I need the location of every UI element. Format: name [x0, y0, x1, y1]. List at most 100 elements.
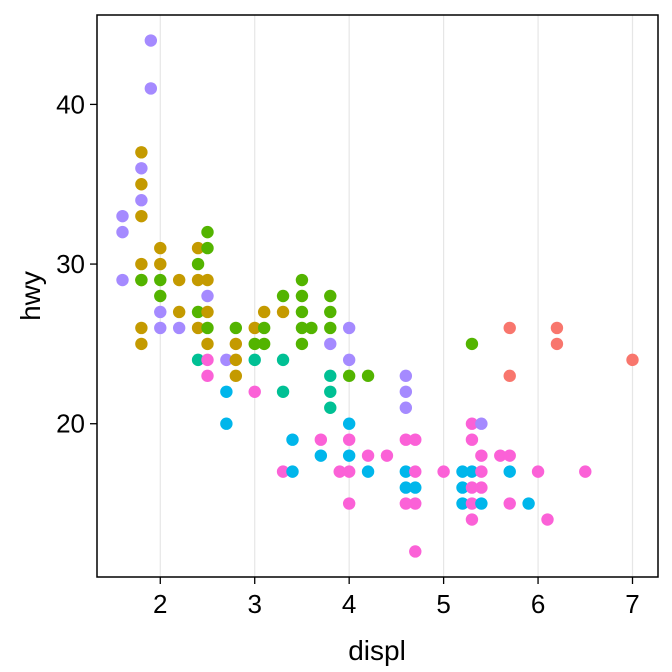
data-point: [135, 321, 148, 335]
data-point: [409, 465, 422, 478]
data-point: [465, 497, 479, 510]
data-point: [191, 305, 205, 319]
data-point: [465, 417, 479, 430]
data-point: [503, 449, 516, 462]
data-point: [399, 497, 413, 510]
data-point: [409, 433, 422, 446]
data-point: [276, 353, 290, 367]
data-point: [191, 241, 205, 255]
data-point: [465, 513, 479, 526]
data-point: [305, 321, 318, 335]
data-point: [135, 194, 148, 207]
data-point: [324, 289, 337, 303]
data-point: [324, 401, 337, 414]
x-tick-label: 7: [625, 589, 639, 619]
data-point: [475, 417, 488, 430]
data-point: [257, 321, 271, 335]
data-point: [522, 497, 535, 510]
data-point: [541, 513, 554, 526]
data-point: [154, 305, 167, 319]
data-point: [116, 273, 129, 287]
data-point: [494, 449, 507, 462]
data-point: [116, 225, 129, 239]
data-point: [248, 337, 261, 351]
data-point: [201, 353, 214, 367]
data-point: [550, 321, 564, 335]
data-point: [399, 401, 413, 414]
data-point: [342, 433, 356, 446]
data-point: [135, 273, 148, 287]
data-point: [503, 369, 516, 383]
y-axis-title: hwy: [15, 271, 46, 321]
data-point: [361, 465, 375, 478]
data-point: [475, 481, 488, 494]
y-axis: 20 30 40: [56, 89, 97, 439]
data-point: [531, 465, 545, 478]
data-point: [248, 353, 261, 367]
data-point: [465, 481, 479, 494]
x-tick-label: 5: [436, 589, 450, 619]
data-point: [248, 321, 261, 335]
data-point: [380, 449, 394, 462]
data-point: [220, 385, 233, 398]
data-point: [201, 369, 214, 383]
data-point: [295, 321, 309, 335]
data-point: [361, 369, 375, 383]
data-point: [135, 146, 148, 159]
data-point: [475, 497, 488, 510]
x-axis: 2 3 4 5 6 7: [153, 577, 640, 619]
data-point: [399, 481, 413, 494]
data-point: [399, 385, 413, 398]
data-point: [333, 465, 346, 478]
data-point: [135, 337, 148, 351]
data-point: [295, 289, 309, 303]
data-point: [579, 465, 592, 478]
data-point: [342, 353, 356, 367]
data-point: [295, 273, 309, 287]
data-point: [314, 449, 328, 462]
plot-panel-border: [96, 14, 659, 578]
data-point: [201, 305, 214, 319]
data-point: [154, 273, 167, 287]
data-point: [276, 289, 290, 303]
data-point: [144, 82, 158, 95]
data-point: [276, 305, 290, 319]
data-point: [409, 497, 422, 510]
data-point: [116, 209, 129, 223]
x-axis-title: displ: [348, 635, 406, 666]
data-point: [172, 273, 186, 287]
data-point: [286, 465, 299, 478]
data-point: [276, 465, 290, 478]
data-point: [135, 162, 148, 175]
data-point: [475, 449, 488, 462]
data-point: [229, 321, 243, 335]
data-point: [201, 241, 214, 255]
y-tick-label: 40: [56, 89, 85, 119]
data-point: [191, 353, 205, 367]
data-point: [229, 353, 243, 367]
data-point: [456, 497, 469, 510]
y-tick-label: 20: [56, 409, 85, 439]
y-tick-label: 30: [56, 249, 85, 279]
data-point: [361, 449, 375, 462]
data-point: [324, 369, 337, 383]
data-point: [503, 465, 516, 478]
data-point: [201, 225, 214, 239]
data-point: [503, 497, 516, 510]
data-points: [116, 34, 639, 558]
data-point: [154, 321, 167, 335]
x-tick-label: 2: [153, 589, 167, 619]
data-point: [295, 305, 309, 319]
data-point: [144, 34, 158, 47]
data-point: [257, 305, 271, 319]
data-point: [437, 465, 450, 478]
x-tick-label: 4: [342, 589, 356, 619]
data-point: [229, 337, 243, 351]
data-point: [324, 321, 337, 335]
data-point: [229, 369, 243, 383]
data-point: [135, 178, 148, 191]
data-point: [154, 257, 167, 271]
data-point: [399, 465, 413, 478]
